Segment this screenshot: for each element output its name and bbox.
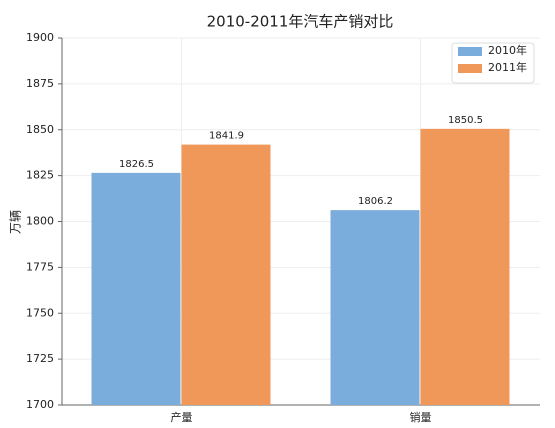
y-tick-label: 1825 — [26, 169, 54, 182]
y-tick-label: 1750 — [26, 306, 54, 319]
y-tick-label: 1850 — [26, 123, 54, 136]
y-tick-label: 1875 — [26, 77, 54, 90]
value-label: 1841.9 — [209, 131, 244, 142]
y-tick-label: 1775 — [26, 260, 54, 273]
y-tick-label: 1800 — [26, 215, 54, 228]
y-axis-label: 万辆 — [9, 210, 23, 234]
x-tick-label: 销量 — [410, 410, 432, 424]
value-label: 1826.5 — [119, 159, 154, 170]
legend-swatch — [458, 47, 482, 56]
bar — [420, 128, 510, 405]
legend-swatch — [458, 64, 482, 73]
bar — [330, 210, 420, 405]
chart-title: 2010-2011年汽车产销对比 — [207, 13, 394, 31]
value-label: 1850.5 — [448, 115, 483, 126]
x-tick-label: 产量 — [171, 410, 193, 424]
bar — [181, 144, 271, 405]
legend-label: 2010年 — [488, 43, 527, 57]
bar — [91, 172, 181, 405]
value-label: 1806.2 — [358, 196, 393, 207]
y-tick-label: 1900 — [26, 31, 54, 44]
y-tick-label: 1700 — [26, 398, 54, 411]
y-tick-label: 1725 — [26, 352, 54, 365]
legend-label: 2011年 — [488, 60, 527, 74]
